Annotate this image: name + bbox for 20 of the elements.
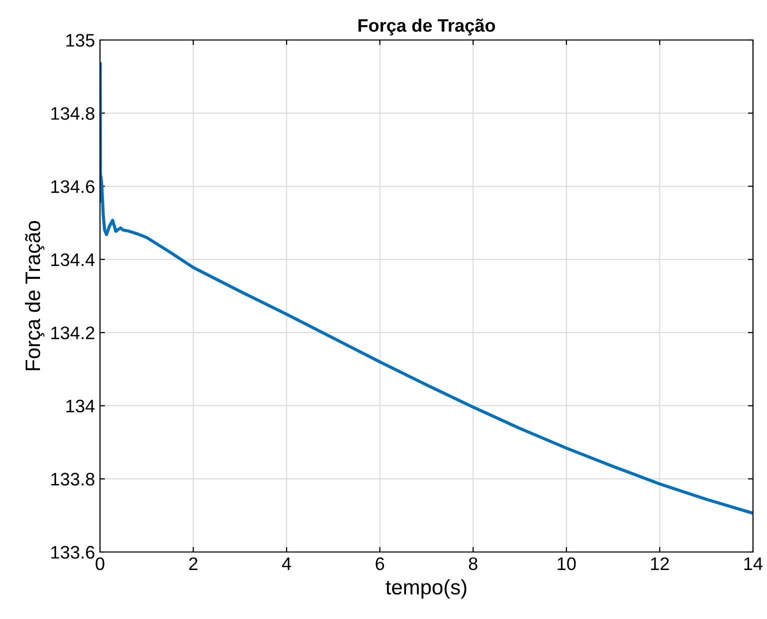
x-tick-label: 0 bbox=[96, 557, 104, 570]
chart-title: Força de Tração bbox=[358, 18, 496, 36]
y-tick-label: 134 bbox=[66, 400, 95, 412]
y-tick-label: 133.6 bbox=[51, 546, 94, 559]
y-tick-label: 134.8 bbox=[51, 107, 94, 120]
x-tick-label: 2 bbox=[189, 557, 198, 570]
x-tick-label: 10 bbox=[558, 557, 576, 570]
x-axis-title: tempo(s) bbox=[386, 579, 466, 599]
line-series bbox=[100, 62, 753, 515]
x-tick-label: 12 bbox=[651, 557, 669, 570]
y-tick-label: 134.2 bbox=[51, 326, 94, 340]
x-tick-label: 4 bbox=[282, 558, 292, 570]
y-axis-title: Força de Tração bbox=[24, 221, 44, 370]
y-tick-label: 133.8 bbox=[51, 472, 94, 486]
x-tick-label: 6 bbox=[376, 557, 384, 570]
x-tick-label: 14 bbox=[744, 558, 763, 570]
y-tick-label: 134.4 bbox=[51, 253, 95, 266]
y-tick-label: 135 bbox=[66, 34, 94, 47]
y-tick-label: 134.6 bbox=[51, 180, 94, 194]
x-tick-label: 8 bbox=[468, 557, 478, 570]
